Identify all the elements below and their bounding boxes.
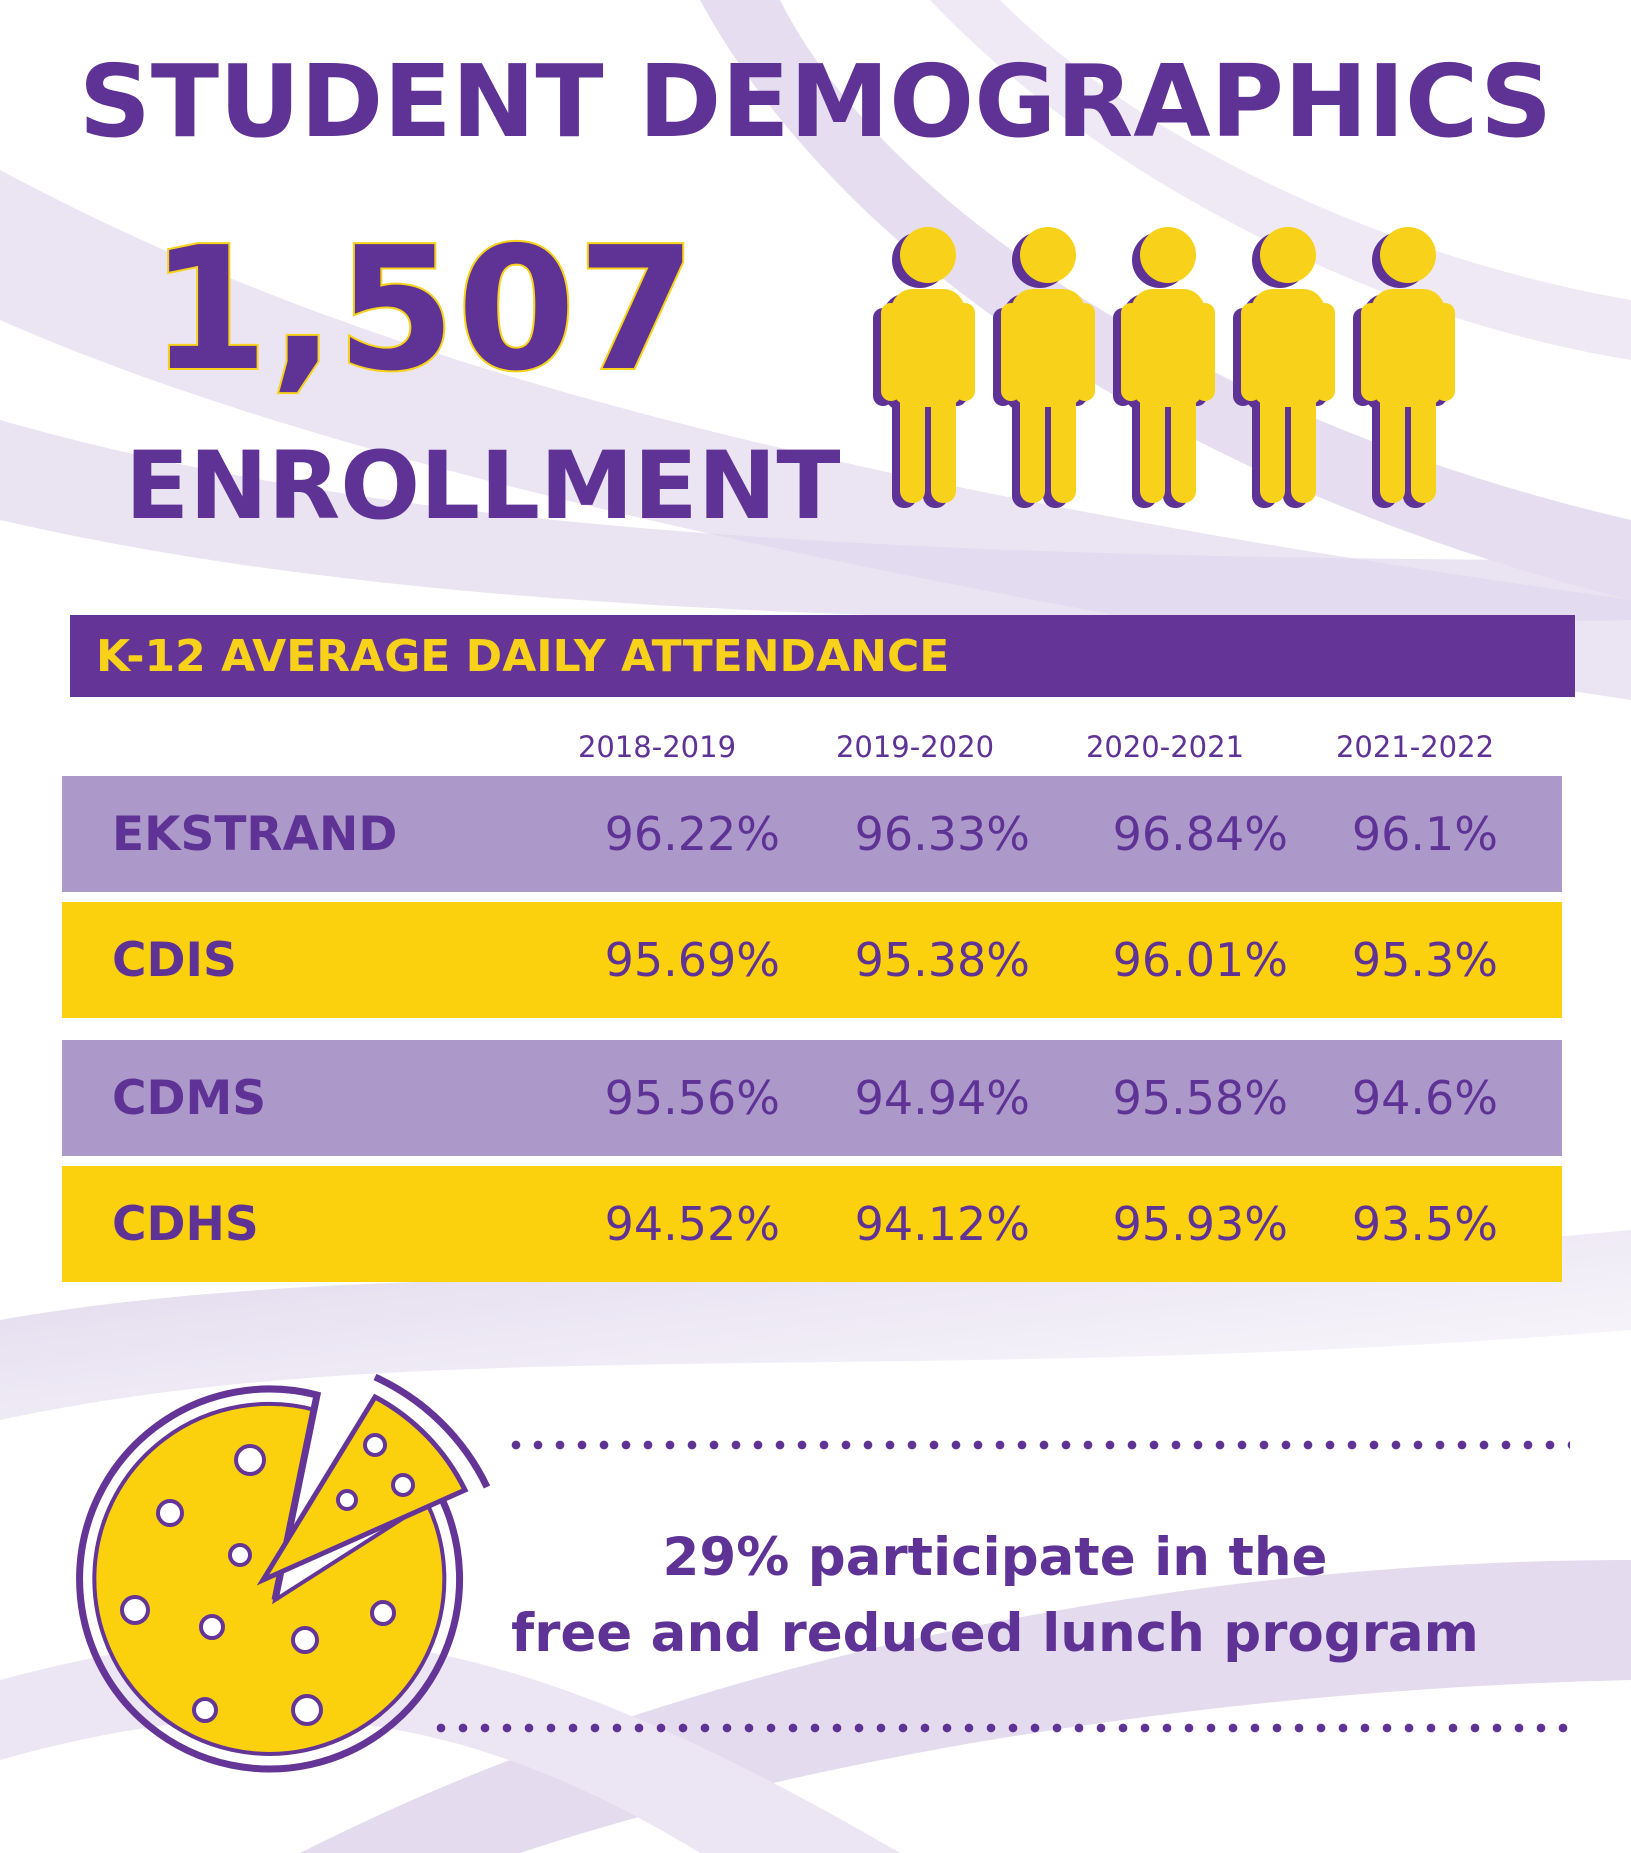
person-icon [993, 227, 1095, 508]
attendance-value: 94.12% [854, 1197, 1030, 1251]
enrollment-label: ENROLLMENT [125, 432, 841, 541]
attendance-value: 96.84% [1112, 807, 1288, 861]
person-icon [1353, 227, 1455, 508]
attendance-value: 96.22% [604, 807, 780, 861]
attendance-value: 96.01% [1112, 933, 1288, 987]
attendance-value: 96.33% [854, 807, 1030, 861]
person-icon [1233, 227, 1335, 508]
lunch-text-line2: free and reduced lunch program [511, 1603, 1479, 1664]
attendance-value: 94.6% [1351, 1071, 1498, 1125]
person-icon [1113, 227, 1215, 508]
person-icon [873, 227, 975, 508]
school-name: EKSTRAND [112, 806, 398, 862]
attendance-value: 94.94% [854, 1071, 1030, 1125]
attendance-value: 95.3% [1351, 933, 1498, 987]
school-name: CDIS [112, 932, 237, 988]
school-name: CDHS [112, 1196, 259, 1252]
dotted-divider-bottom [430, 1723, 1570, 1733]
attendance-value: 96.1% [1351, 807, 1498, 861]
attendance-value: 93.5% [1351, 1197, 1498, 1251]
attendance-header-label: K-12 AVERAGE DAILY ATTENDANCE [96, 630, 950, 682]
attendance-row-ekstrand: EKSTRAND 96.22% 96.33% 96.84% 96.1% [62, 776, 1562, 892]
year-label: 2019-2020 [835, 730, 995, 764]
year-label: 2021-2022 [1335, 730, 1495, 764]
year-label: 2018-2019 [577, 730, 737, 764]
people-icons [873, 227, 1455, 508]
attendance-value: 95.93% [1112, 1197, 1288, 1251]
page-title: STUDENT DEMOGRAPHICS [78, 43, 1553, 160]
attendance-value: 95.38% [854, 933, 1030, 987]
pizza-icon [76, 1373, 491, 1773]
attendance-value: 95.69% [604, 933, 780, 987]
lunch-text: 29% participate in the free and reduced … [490, 1520, 1500, 1672]
year-label: 2020-2021 [1085, 730, 1245, 764]
attendance-value: 95.56% [604, 1071, 780, 1125]
attendance-value: 94.52% [604, 1197, 780, 1251]
attendance-row-cdms: CDMS 95.56% 94.94% 95.58% 94.6% [62, 1040, 1562, 1156]
attendance-header: K-12 AVERAGE DAILY ATTENDANCE [70, 615, 1575, 697]
school-name: CDMS [112, 1070, 267, 1126]
enrollment-number: 1,507 [148, 211, 698, 409]
attendance-value: 95.58% [1112, 1071, 1288, 1125]
lunch-text-line1: 29% participate in the [662, 1527, 1328, 1588]
attendance-row-cdhs: CDHS 94.52% 94.12% 95.93% 93.5% [62, 1166, 1562, 1282]
dotted-divider-top [505, 1440, 1570, 1450]
attendance-row-cdis: CDIS 95.69% 95.38% 96.01% 95.3% [62, 902, 1562, 1018]
